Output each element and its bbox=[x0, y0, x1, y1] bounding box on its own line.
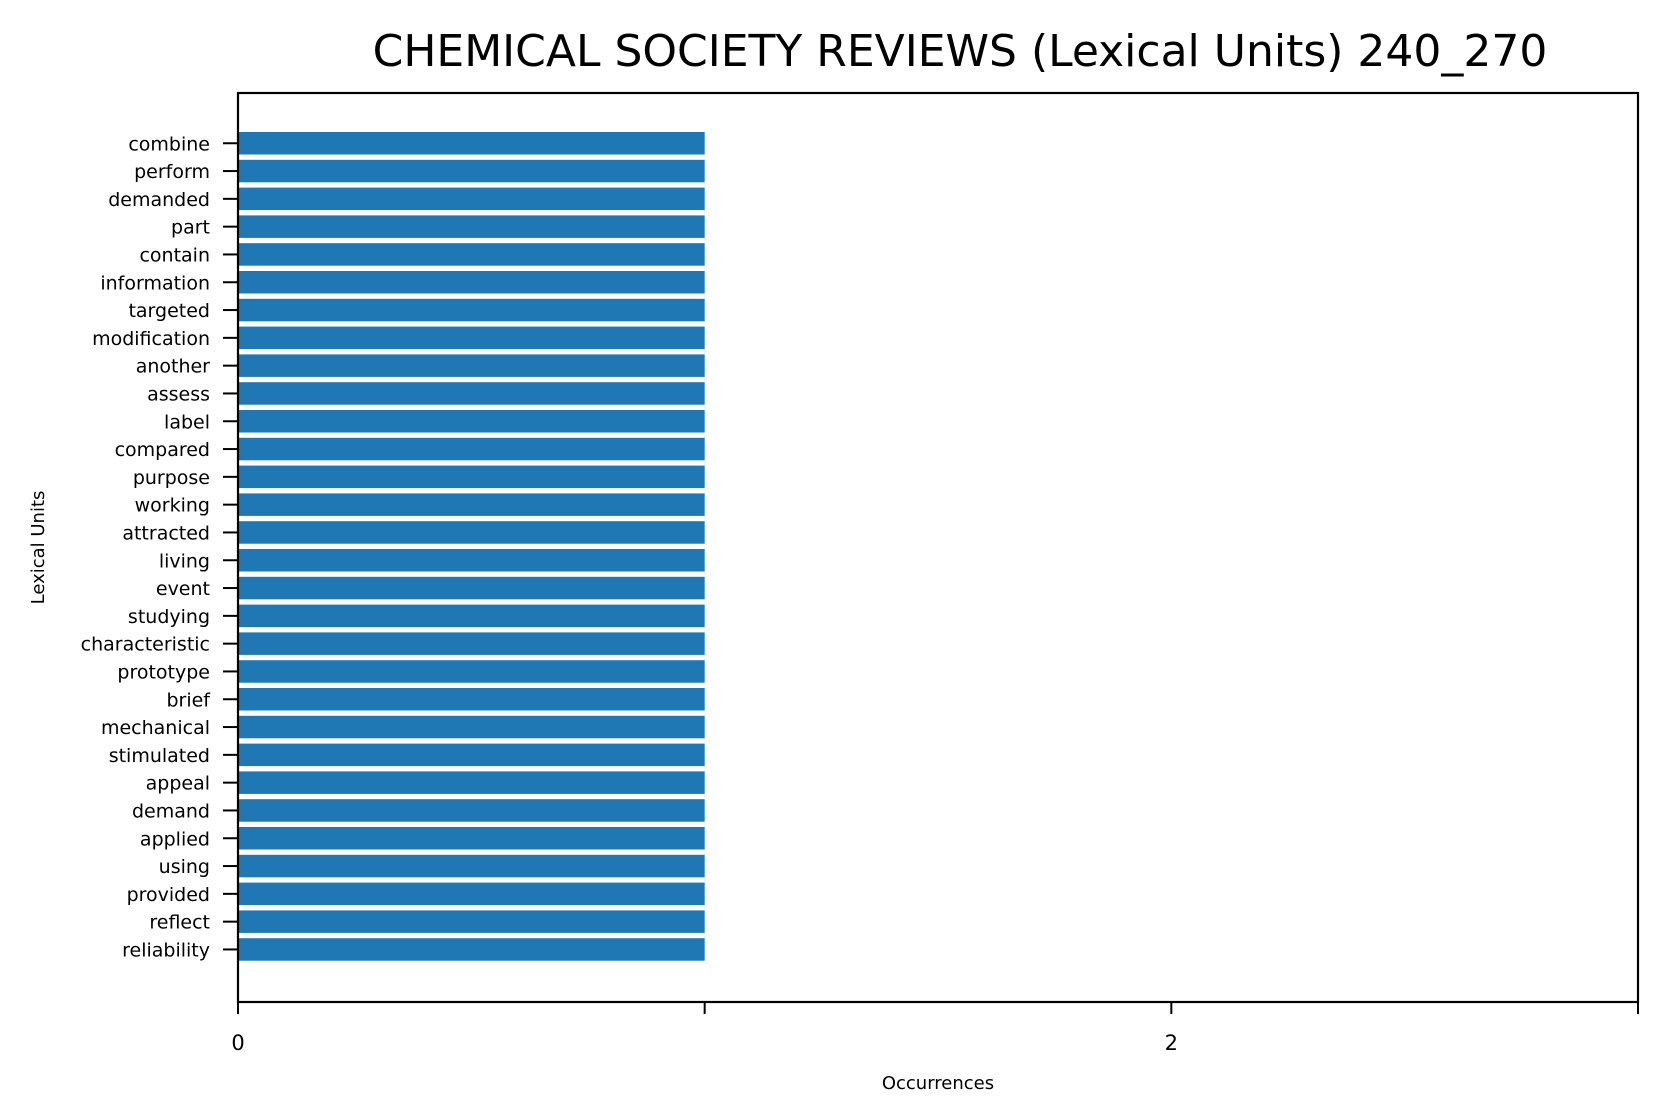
chart-title: CHEMICAL SOCIETY REVIEWS (Lexical Units)… bbox=[373, 26, 1548, 77]
y-tick-label: brief bbox=[166, 689, 211, 711]
y-tick-label: perform bbox=[134, 161, 210, 183]
bar-information bbox=[238, 271, 705, 294]
y-tick-label: demand bbox=[132, 800, 210, 822]
bar-purpose bbox=[238, 465, 705, 489]
y-tick-label: stimulated bbox=[109, 745, 210, 767]
y-tick-label: living bbox=[159, 550, 210, 572]
bar-label bbox=[238, 410, 705, 433]
y-tick-label: purpose bbox=[133, 467, 210, 489]
y-tick-label: part bbox=[171, 217, 210, 239]
bar-assess bbox=[238, 382, 705, 405]
y-tick-label: modification bbox=[92, 328, 210, 350]
y-tick-label: contain bbox=[139, 244, 210, 266]
y-tick-label: mechanical bbox=[101, 717, 210, 739]
y-tick-label: prototype bbox=[117, 661, 210, 683]
bars-group bbox=[238, 132, 705, 961]
y-tick-label: assess bbox=[147, 383, 210, 405]
y-tick-label: reliability bbox=[122, 939, 210, 961]
bar-applied bbox=[238, 827, 705, 850]
bar-another bbox=[238, 354, 705, 377]
bar-characteristic bbox=[238, 632, 705, 655]
bar-combine bbox=[238, 132, 705, 155]
plot-frame bbox=[236, 91, 1640, 1004]
y-tick-label: compared bbox=[115, 439, 210, 461]
y-tick-label: using bbox=[159, 856, 210, 878]
y-axis-ticks: combine perform demanded part contain informa… bbox=[81, 133, 238, 961]
bar-studying bbox=[238, 604, 705, 628]
y-tick-label: provided bbox=[127, 884, 210, 906]
bar-reliability bbox=[238, 938, 705, 961]
y-tick-label: studying bbox=[128, 606, 210, 628]
y-tick-label: attracted bbox=[122, 522, 210, 544]
y-tick-label: appeal bbox=[146, 773, 210, 795]
bar-part bbox=[238, 215, 705, 238]
bar-contain bbox=[238, 243, 705, 266]
bar-using bbox=[238, 854, 705, 878]
y-tick-label: combine bbox=[128, 133, 210, 155]
y-tick-label: information bbox=[100, 272, 210, 294]
y-tick-label: event bbox=[156, 578, 210, 600]
x-tick-label: 0 bbox=[231, 1031, 244, 1055]
x-tick-label: 2 bbox=[1165, 1031, 1178, 1055]
y-tick-label: applied bbox=[140, 828, 210, 850]
bar-stimulated bbox=[238, 743, 705, 767]
bar-appeal bbox=[238, 771, 705, 794]
x-axis-label: Occurrences bbox=[882, 1073, 994, 1094]
bar-perform bbox=[238, 159, 705, 183]
bar-modification bbox=[238, 326, 705, 350]
y-tick-label: working bbox=[135, 495, 210, 517]
bar-prototype bbox=[238, 660, 705, 683]
y-axis-label: Lexical Units bbox=[28, 491, 49, 605]
bar-working bbox=[238, 493, 705, 516]
bar-demanded bbox=[238, 187, 705, 211]
y-tick-label: reflect bbox=[149, 912, 210, 934]
bar-living bbox=[238, 549, 705, 572]
y-tick-label: another bbox=[136, 356, 210, 378]
bar-reflect bbox=[238, 910, 705, 933]
bar-attracted bbox=[238, 521, 705, 544]
bar-provided bbox=[238, 882, 705, 906]
bar-targeted bbox=[238, 298, 705, 322]
y-tick-label: demanded bbox=[108, 189, 210, 211]
bar-demand bbox=[238, 799, 705, 822]
bar-compared bbox=[238, 437, 705, 461]
y-tick-label: targeted bbox=[128, 300, 210, 322]
y-tick-label: characteristic bbox=[81, 634, 210, 656]
bar-brief bbox=[238, 688, 705, 711]
bar-mechanical bbox=[238, 715, 705, 739]
bar-event bbox=[238, 576, 705, 600]
y-tick-label: label bbox=[164, 411, 210, 433]
